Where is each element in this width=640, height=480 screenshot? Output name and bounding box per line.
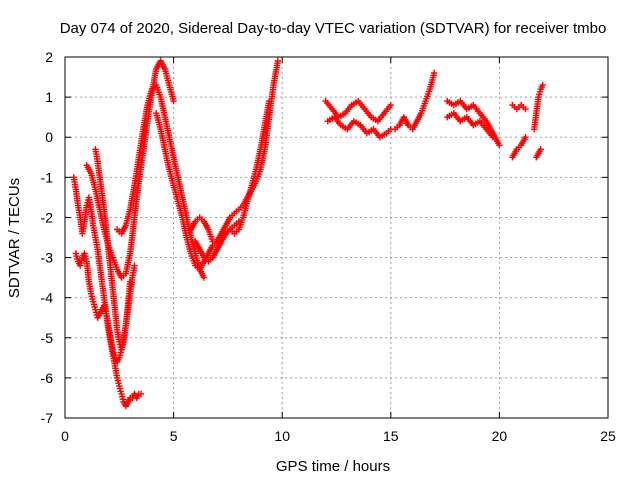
x-tick-label: 20 xyxy=(492,428,508,444)
grid xyxy=(65,57,608,418)
y-tick-label: -3 xyxy=(41,250,54,266)
plot-frame xyxy=(64,56,609,419)
y-tick-label: -5 xyxy=(41,330,54,346)
y-tick-label: -1 xyxy=(41,169,54,185)
x-tick-label: 15 xyxy=(383,428,399,444)
series-tmbo-sat-j xyxy=(324,114,394,141)
series-tmbo-sat-p xyxy=(531,81,546,133)
series-tmbo-sat-e xyxy=(113,81,208,281)
axes: 0 5 10 15 20 25 -7 -6 -5 -4 -3 -2 -1 0 1 2 xyxy=(41,49,616,444)
y-tick-label: 0 xyxy=(45,129,53,145)
series-tmbo-sat-q xyxy=(533,146,544,161)
series-tmbo-sat-g xyxy=(187,57,282,245)
series-tmbo-sat-i xyxy=(322,97,394,125)
series-tmbo-sat-d xyxy=(92,146,134,353)
data-points xyxy=(70,57,546,410)
data-point-markers xyxy=(92,146,134,353)
x-tick-label: 5 xyxy=(170,428,178,444)
series-tmbo-sat-o xyxy=(509,134,529,161)
x-tick-label: 0 xyxy=(61,428,69,444)
data-point-markers xyxy=(322,97,394,125)
y-tick-label: -4 xyxy=(41,290,54,306)
data-point-markers xyxy=(192,97,273,265)
series-tmbo-sat-h xyxy=(192,97,273,265)
y-axis-title: SDTVAR / TECUs xyxy=(6,178,23,298)
series-tmbo-sat-n xyxy=(509,101,529,113)
y-tick-label: -6 xyxy=(41,370,54,386)
data-point-markers xyxy=(509,134,529,161)
y-tick-label: 2 xyxy=(45,49,53,65)
data-point-markers xyxy=(391,69,438,133)
data-point-markers xyxy=(444,97,503,149)
x-axis-title: GPS time / hours xyxy=(276,458,390,475)
data-point-markers xyxy=(187,57,282,245)
series-tmbo-sat-m xyxy=(444,110,497,141)
chart-title: Day 074 of 2020, Sidereal Day-to-day VTE… xyxy=(60,20,607,37)
data-point-markers xyxy=(509,101,529,113)
series-tmbo-sat-l xyxy=(444,97,503,149)
x-tick-label: 25 xyxy=(600,428,616,444)
data-point-markers xyxy=(533,146,544,161)
y-tick-label: 1 xyxy=(45,89,53,105)
data-point-markers xyxy=(531,81,546,133)
y-tick-label: -2 xyxy=(41,209,54,225)
data-point-markers xyxy=(324,114,394,141)
x-tick-label: 10 xyxy=(274,428,290,444)
data-point-markers xyxy=(444,110,497,141)
data-point-markers xyxy=(113,81,208,281)
series-tmbo-sat-k xyxy=(391,69,438,133)
y-tick-label: -7 xyxy=(41,410,54,426)
